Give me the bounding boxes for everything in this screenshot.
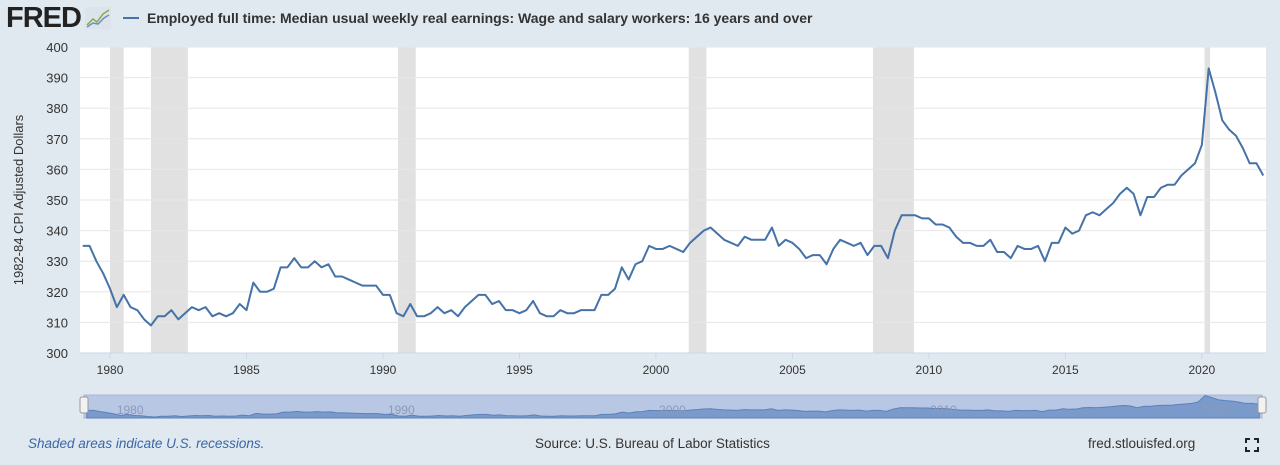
recession-note: Shaded areas indicate U.S. recessions.	[28, 436, 265, 451]
fred-logo[interactable]: FRED	[6, 1, 82, 34]
y-tick-label: 360	[46, 162, 68, 177]
series-line	[82, 67, 1265, 327]
series-title: Employed full time: Median usual weekly …	[146, 10, 813, 26]
x-tick-label: 2015	[1052, 363, 1079, 377]
site-link[interactable]: fred.stlouisfed.org	[1088, 436, 1196, 451]
y-tick-label: 320	[46, 285, 68, 300]
navigator-tick-label: 1980	[117, 403, 144, 417]
x-tick-label: 2020	[1189, 363, 1216, 377]
y-tick-label: 370	[46, 132, 68, 147]
legend-line-swatch	[122, 17, 139, 19]
navigator-tick-label: 1990	[388, 403, 415, 417]
fred-graph-icon	[84, 7, 111, 29]
y-tick-label: 340	[46, 224, 68, 239]
x-tick-label: 2000	[643, 363, 670, 377]
x-tick-label: 1995	[506, 363, 533, 377]
navigator-tick-label: 2020	[1201, 403, 1228, 417]
x-tick-label: 2005	[779, 363, 806, 377]
y-tick-label: 400	[46, 40, 68, 55]
chart-header: FRED Employed full time: Median usual we…	[6, 1, 813, 34]
fullscreen-icon[interactable]	[1245, 438, 1259, 452]
y-tick-label: 390	[46, 71, 68, 86]
navigator-handle-right[interactable]	[1257, 396, 1267, 414]
navigator-tick-label: 2000	[659, 403, 686, 417]
y-axis-label: 1982-84 CPI Adjusted Dollars	[11, 114, 26, 285]
x-tick-label: 1985	[233, 363, 260, 377]
x-tick-label: 2010	[916, 363, 943, 377]
navigator-tick-label: 2010	[930, 403, 957, 417]
y-tick-label: 330	[46, 254, 68, 269]
navigator-handle-left[interactable]	[79, 396, 89, 414]
source-text: Source: U.S. Bureau of Labor Statistics	[535, 436, 770, 451]
y-tick-label: 350	[46, 193, 68, 208]
x-tick-label: 1990	[370, 363, 397, 377]
y-tick-label: 380	[46, 101, 68, 116]
navigator-series	[86, 394, 1260, 419]
x-tick-label: 1980	[97, 363, 124, 377]
y-tick-label: 310	[46, 315, 68, 330]
y-tick-label: 300	[46, 346, 68, 361]
